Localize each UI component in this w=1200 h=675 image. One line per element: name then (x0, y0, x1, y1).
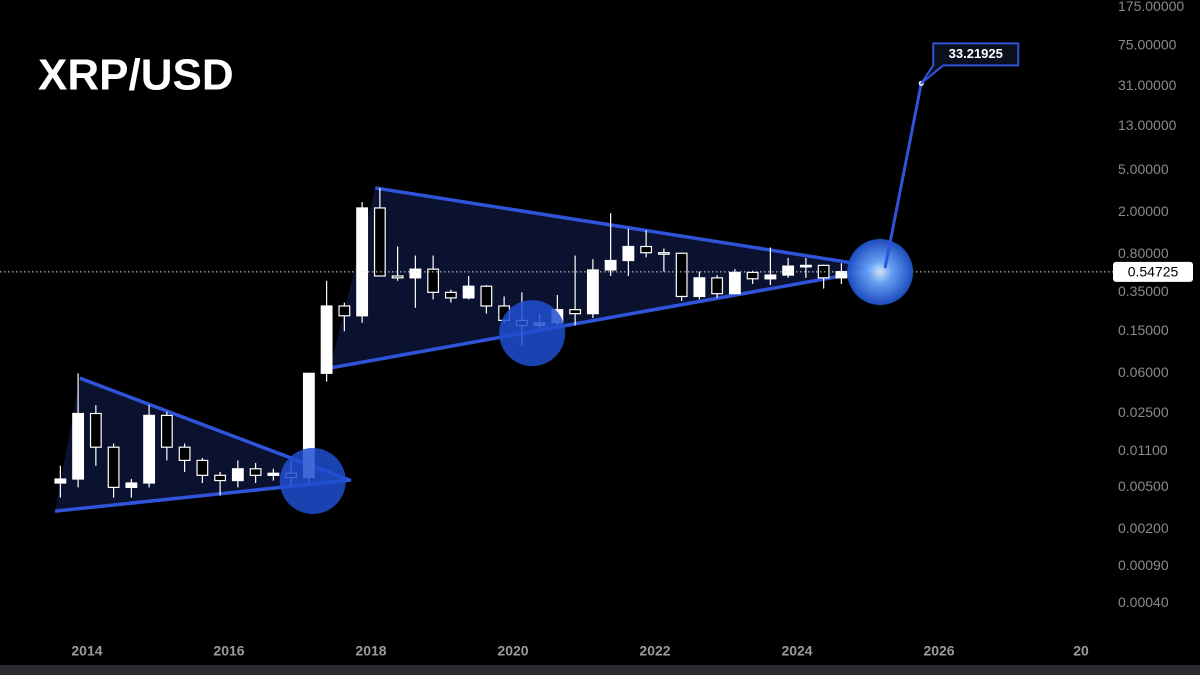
candle-body (178, 446, 191, 462)
candle-body (444, 291, 457, 299)
y-tick-label: 0.15000 (1118, 322, 1169, 338)
candle-body (214, 474, 227, 482)
y-tick-label: 5.00000 (1118, 161, 1169, 177)
candle-body (72, 412, 85, 480)
y-tick-label: 13.00000 (1118, 117, 1177, 133)
bottom-bar (0, 665, 1200, 675)
candle-body (89, 412, 102, 448)
candle-body (356, 207, 369, 317)
highlight-circle (847, 239, 914, 306)
candle-body (711, 277, 724, 295)
candle-body (586, 269, 599, 315)
candle-body (764, 274, 777, 280)
y-tick-label: 0.01100 (1118, 442, 1168, 458)
triangle-line (54, 376, 352, 513)
highlight-circle (279, 448, 346, 515)
y-tick-label: 0.00200 (1118, 520, 1169, 536)
x-tick-label: 2018 (355, 643, 386, 659)
y-tick-label: 0.06000 (1118, 364, 1169, 380)
candle-body (320, 305, 333, 374)
candle-body (675, 252, 688, 298)
y-tick-label: 0.80000 (1118, 245, 1169, 261)
candle-body (107, 446, 120, 488)
y-tick-label: 31.00000 (1118, 77, 1177, 93)
x-tick-label: 20 (1073, 643, 1089, 659)
candle-body (196, 459, 209, 476)
x-tick-label: 2024 (781, 643, 812, 659)
candle-body (782, 265, 795, 276)
candle-body (622, 245, 635, 262)
candle-body (338, 305, 351, 317)
candle-body (746, 271, 759, 280)
x-tick-label: 2016 (213, 643, 244, 659)
candle-body (657, 252, 670, 255)
candle-body (728, 271, 741, 295)
y-tick-label: 0.00090 (1118, 557, 1169, 573)
y-tick-label: 0.02500 (1118, 404, 1169, 420)
candle-body (462, 285, 475, 299)
callout-label: 33.21925 (949, 46, 1003, 61)
highlight-circle (499, 300, 566, 367)
candle-body (391, 275, 404, 279)
candle-body (693, 277, 706, 298)
candle-body (604, 259, 617, 271)
candle-body (799, 264, 812, 268)
callout-box (920, 42, 1020, 85)
projection-line (883, 83, 923, 269)
y-tick-label: 0.00040 (1118, 594, 1169, 610)
chart-title: XRP/USD (38, 51, 234, 100)
x-tick-label: 2020 (497, 643, 528, 659)
candle-body (817, 264, 830, 279)
y-tick-label: 175.00000 (1118, 0, 1184, 14)
y-tick-label: 0.00500 (1118, 478, 1169, 494)
candle-body (160, 414, 173, 448)
candle-body (835, 270, 848, 279)
triangle-fill (55, 378, 350, 512)
x-tick-label: 2014 (71, 643, 102, 659)
candle-body (143, 414, 156, 484)
candle-body (373, 207, 386, 277)
candle-body (54, 478, 67, 484)
y-tick-label: 0.35000 (1118, 283, 1169, 299)
triangle-fill (329, 187, 886, 369)
candle-body (231, 468, 244, 482)
price-tag-label: 0.54725 (1128, 264, 1179, 280)
candle-body (267, 472, 280, 476)
x-tick-label: 2026 (923, 643, 954, 659)
y-tick-label: 75.00000 (1118, 37, 1177, 53)
candle-body (480, 285, 493, 307)
candle-body (125, 482, 138, 488)
price-tag (1113, 261, 1193, 282)
candle-body (569, 309, 582, 315)
y-tick-label: 2.00000 (1118, 203, 1169, 219)
candle-body (427, 268, 440, 293)
candle-body (409, 268, 422, 279)
candle-body (249, 468, 262, 476)
x-tick-label: 2022 (639, 643, 670, 659)
candle-body (640, 245, 653, 254)
